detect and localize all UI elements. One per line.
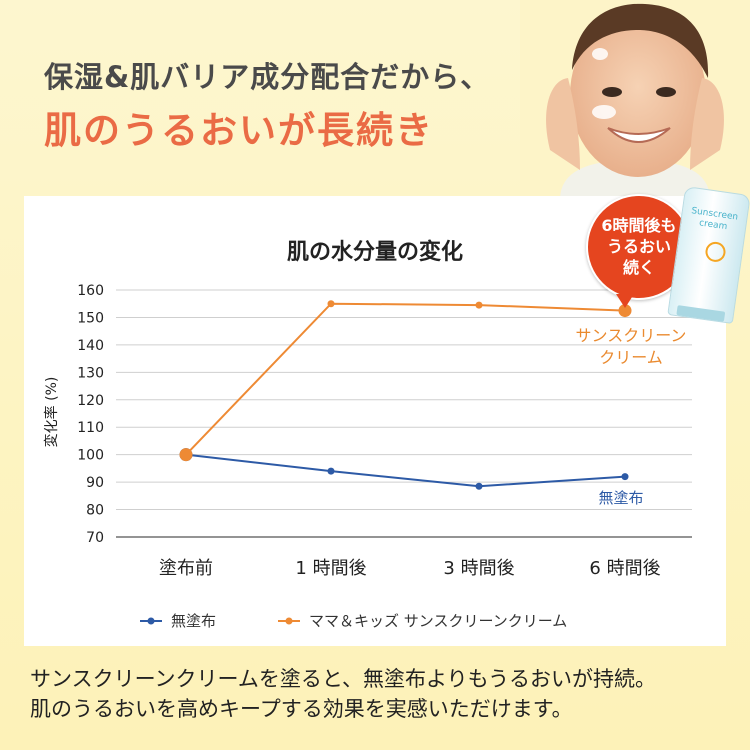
x-tick-label: 3 時間後 (443, 558, 514, 579)
data-point (475, 301, 483, 309)
y-tick-label: 120 (77, 393, 104, 409)
footer-line-2: 肌のうるおいを高めキープする効果を実感いただけます。 (30, 697, 573, 721)
y-axis-label: 変化率 (%) (43, 377, 60, 448)
data-point (475, 482, 483, 490)
y-tick-label: 80 (86, 503, 104, 519)
legend-swatch-dot (285, 617, 293, 625)
y-tick-label: 150 (77, 310, 104, 326)
data-point (327, 300, 335, 308)
y-tick-label: 70 (86, 530, 104, 546)
legend-label: ママ＆キッズ サンスクリーンクリーム (309, 612, 567, 630)
legend-swatch-dot (147, 617, 155, 625)
y-tick-label: 140 (77, 338, 104, 354)
sun-icon (704, 240, 727, 264)
sunscreen-label-line-2: クリーム (599, 348, 663, 367)
series-line-0 (185, 453, 626, 488)
badge-pointer (616, 294, 634, 308)
y-tick-label: 160 (77, 283, 104, 299)
y-tick-label: 110 (77, 420, 104, 436)
badge-line-2: うるおい (606, 237, 671, 256)
y-tick-label: 90 (86, 475, 104, 491)
legend-label: 無塗布 (171, 612, 216, 630)
x-tick-label: 6 時間後 (589, 558, 660, 579)
child-photo (520, 0, 750, 200)
sunscreen-series-label: サンスクリーン クリーム (566, 325, 696, 369)
sunscreen-label-line-1: サンスクリーン (575, 326, 687, 345)
series-line-1 (185, 302, 626, 456)
data-point (621, 473, 629, 481)
badge-line-1: 6時間後も (601, 216, 677, 235)
footer-text: サンスクリーンクリームを塗ると、無塗布よりもうるおいが持続。 肌のうるおいを高め… (30, 664, 730, 724)
badge-line-3: 続く (622, 258, 655, 277)
x-tick-label: 1 時間後 (295, 558, 366, 579)
footer-line-1: サンスクリーンクリームを塗ると、無塗布よりもうるおいが持続。 (30, 667, 657, 691)
untreated-series-label: 無塗布 (598, 489, 644, 507)
headline-line-1: 保湿&肌バリア成分配合だから、 (44, 60, 491, 94)
x-tick-label: 塗布前 (159, 557, 213, 579)
data-point (327, 467, 335, 475)
chart-title: 肌の水分量の変化 (286, 240, 463, 265)
headline-line-2: 肌のうるおいが長続き (44, 109, 434, 152)
y-tick-label: 130 (77, 365, 104, 381)
y-tick-label: 100 (77, 448, 104, 464)
data-point (179, 448, 193, 462)
product-name: Sunscreen cream (690, 206, 739, 233)
